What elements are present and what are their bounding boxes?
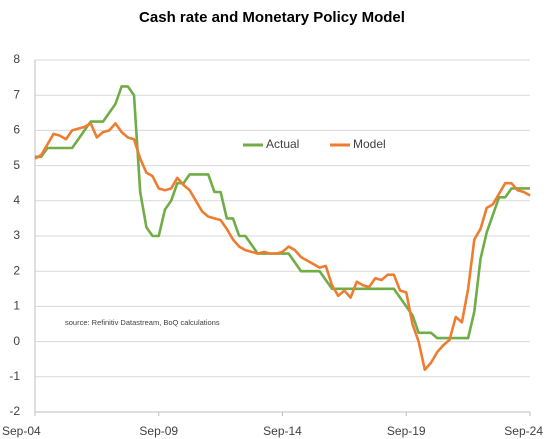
x-tick-label: Sep-24 (504, 424, 543, 438)
y-tick-label: 7 (13, 87, 20, 101)
series-line (34, 122, 531, 372)
series-line (35, 85, 530, 340)
y-tick-label: 3 (13, 228, 20, 242)
y-tick-label: 4 (13, 193, 20, 207)
x-tick-label: Sep-04 (2, 424, 41, 438)
y-tick-label: 6 (13, 123, 20, 137)
y-tick-label: 0 (13, 334, 20, 348)
y-tick-label: -2 (9, 404, 20, 418)
x-tick-label: Sep-19 (387, 424, 426, 438)
legend-label: Actual (266, 137, 299, 151)
y-tick-label: 8 (13, 52, 20, 66)
y-tick-label: 5 (13, 158, 20, 172)
y-tick-label: 1 (13, 299, 20, 313)
x-tick-label: Sep-09 (139, 424, 178, 438)
annotation: source: Refinitiv Datastream, BoQ calcul… (65, 318, 220, 327)
y-tick-label: 2 (13, 263, 20, 277)
legend-label: Model (353, 137, 386, 151)
x-tick-label: Sep-14 (263, 424, 302, 438)
chart-title: Cash rate and Monetary Policy Model (139, 9, 405, 26)
y-tick-label: -1 (9, 369, 20, 383)
